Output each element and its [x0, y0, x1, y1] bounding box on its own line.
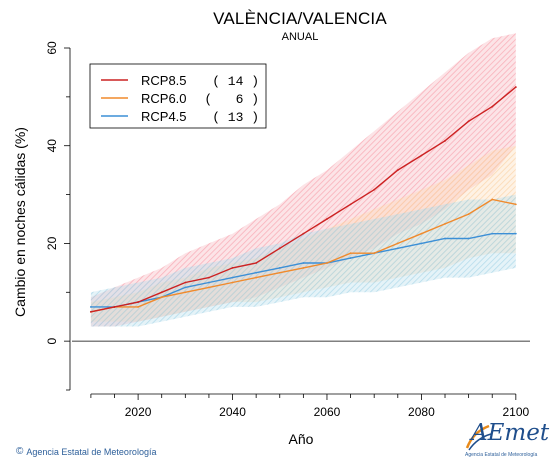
copyright-icon: ©: [16, 446, 24, 457]
data-point: [444, 222, 446, 225]
data-point: [160, 296, 163, 299]
x-tick-label: 2100: [502, 405, 529, 419]
data-point: [349, 203, 352, 206]
data-point: [349, 252, 352, 255]
data-point: [89, 306, 92, 308]
data-point: [444, 237, 446, 240]
data-point: [113, 306, 116, 308]
data-point: [160, 291, 163, 294]
data-point: [349, 257, 352, 259]
data-point: [420, 242, 423, 245]
data-point: [184, 281, 187, 284]
legend-label: RCP4.5: [141, 109, 187, 124]
legend-count: ( 6 ): [204, 92, 259, 107]
legend-label: RCP6.0: [141, 91, 187, 106]
data-point: [514, 203, 517, 206]
data-point: [208, 286, 210, 289]
x-tick-label: 2080: [408, 405, 435, 419]
legend: RCP8.5 ( 14 ) RCP6.0 ( 6 ) RCP4.5 ( 13 ): [89, 63, 267, 129]
x-axis-label: Año: [288, 431, 314, 447]
data-point: [444, 139, 446, 142]
x-tick-label: 2040: [219, 405, 246, 419]
data-point: [396, 242, 399, 245]
data-point: [326, 218, 328, 220]
y-tick-label: 0: [45, 337, 59, 344]
data-point: [491, 232, 494, 235]
chart-title: VALÈNCIA/VALENCIA: [213, 9, 387, 28]
data-point: [514, 86, 517, 88]
data-point: [278, 266, 281, 269]
data-point: [231, 281, 234, 284]
data-point: [420, 154, 423, 157]
y-tick-label: 60: [45, 41, 59, 55]
data-point: [137, 306, 140, 308]
data-point: [302, 232, 305, 235]
data-point: [326, 262, 328, 264]
data-point: [278, 271, 281, 274]
band-rcp45: [90, 194, 516, 327]
uncertainty-bands: [90, 33, 516, 327]
data-point: [137, 301, 140, 303]
y-tick-label: 20: [45, 236, 59, 250]
data-point: [467, 237, 470, 240]
y-tick-label: 40: [45, 139, 59, 153]
data-point: [491, 105, 494, 108]
series-lines: [89, 86, 517, 313]
data-point: [255, 271, 258, 274]
data-point: [89, 310, 92, 313]
data-point: [231, 276, 234, 279]
chart-subtitle: ANUAL: [281, 31, 319, 43]
data-point: [302, 262, 305, 264]
data-point: [373, 188, 376, 191]
logo-swoosh-icon: [465, 424, 492, 451]
data-point: [467, 120, 470, 123]
band-rcp85: [90, 33, 516, 327]
legend-box: [89, 63, 267, 129]
data-point: [467, 213, 470, 216]
footer-agency-text: Agencia Estatal de Meteorología: [26, 446, 157, 457]
x-tick-label: 2020: [125, 405, 152, 419]
data-point: [278, 247, 281, 250]
legend-count: ( 14 ): [212, 74, 259, 89]
footer-credit: © Agencia Estatal de Meteorología: [16, 446, 156, 457]
logo-wordmark: AEmet: [471, 420, 550, 446]
data-point: [396, 247, 399, 250]
x-tick-label: 2060: [314, 405, 341, 419]
data-point: [302, 266, 305, 269]
data-point: [491, 198, 494, 201]
data-point: [208, 281, 210, 284]
logo-tagline: Agencia Estatal de Meteorología: [465, 452, 538, 458]
data-point: [514, 232, 517, 235]
data-point: [208, 276, 210, 279]
aemet-logo: AEmet Agencia Estatal de Meteorología: [463, 420, 549, 460]
data-point: [396, 169, 399, 172]
legend-label: RCP8.5: [141, 73, 187, 88]
data-point: [255, 262, 258, 264]
data-point: [184, 286, 187, 289]
data-point: [420, 232, 423, 235]
data-point: [184, 291, 187, 294]
data-point: [255, 276, 258, 279]
legend-count: ( 13 ): [212, 110, 259, 125]
data-point: [231, 266, 234, 269]
data-point: [373, 252, 376, 255]
